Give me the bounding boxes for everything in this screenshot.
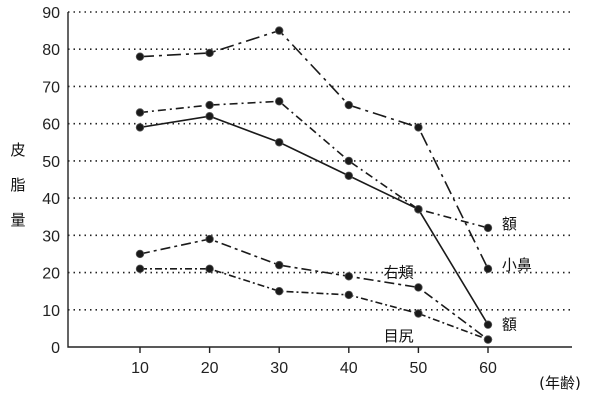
data-point: [344, 100, 353, 110]
data-point: [275, 260, 284, 270]
data-point: [275, 26, 284, 35]
y-tick-label: 40: [42, 191, 60, 208]
y-axis-label-char: 量: [10, 211, 25, 229]
series-line: [139, 29, 489, 270]
data-point: [205, 234, 214, 244]
data-point: [205, 48, 214, 58]
data-point: [275, 286, 284, 296]
y-axis-label-char: 皮: [10, 141, 25, 159]
data-point: [135, 249, 145, 259]
x-tick-label: 60: [479, 360, 497, 377]
x-axis-label: (年齢): [539, 374, 581, 392]
data-point: [414, 283, 423, 292]
y-tick-label: 60: [42, 117, 60, 134]
y-tick-label: 20: [42, 266, 60, 283]
series-lines: [135, 26, 493, 344]
series-line: [139, 238, 489, 341]
y-axis-label-char: 脂: [10, 176, 25, 194]
data-point: [135, 108, 145, 117]
series-line: [140, 268, 489, 341]
data-point: [483, 335, 493, 344]
data-point: [275, 138, 284, 147]
data-point: [483, 264, 493, 274]
series-label: 右頬: [384, 264, 414, 282]
x-tick-label: 20: [201, 360, 219, 377]
data-point: [344, 171, 353, 180]
data-point: [483, 320, 493, 329]
data-point: [135, 52, 145, 61]
data-point: [275, 97, 284, 106]
data-point: [205, 264, 214, 274]
series-line: [139, 115, 489, 326]
series-label: 目尻: [384, 327, 414, 345]
x-tick-label: 30: [270, 360, 288, 377]
x-tick-label: 40: [340, 360, 358, 377]
y-tick-label: 90: [42, 5, 60, 22]
data-point: [205, 112, 214, 121]
data-point: [483, 223, 493, 233]
y-tick-label: 50: [42, 154, 60, 171]
gridlines: [68, 11, 572, 311]
x-tick-label: 10: [131, 360, 149, 377]
data-point: [414, 123, 423, 132]
data-point: [205, 100, 214, 110]
data-point: [414, 309, 423, 318]
series-label: 小鼻: [502, 256, 532, 274]
y-tick-label: 30: [42, 228, 60, 245]
data-point: [135, 264, 145, 274]
series-line: [139, 100, 489, 229]
axes: 0 10 20 30 40 50 60 70 80 90 10 20 30 40 50 60 (年齢) 皮脂量: [10, 5, 580, 392]
y-tick-label: 0: [51, 340, 60, 357]
x-tick-label: 50: [410, 360, 428, 377]
data-point: [344, 290, 353, 300]
data-point: [344, 272, 353, 281]
series-label: 額: [502, 215, 517, 233]
data-point: [135, 123, 145, 132]
y-tick-label: 70: [42, 79, 60, 96]
data-point: [414, 205, 423, 214]
y-tick-label: 80: [42, 42, 60, 59]
y-tick-label: 10: [42, 303, 60, 320]
axis-lines: [67, 12, 572, 348]
series-label: 額: [502, 316, 517, 334]
data-point: [344, 156, 353, 166]
